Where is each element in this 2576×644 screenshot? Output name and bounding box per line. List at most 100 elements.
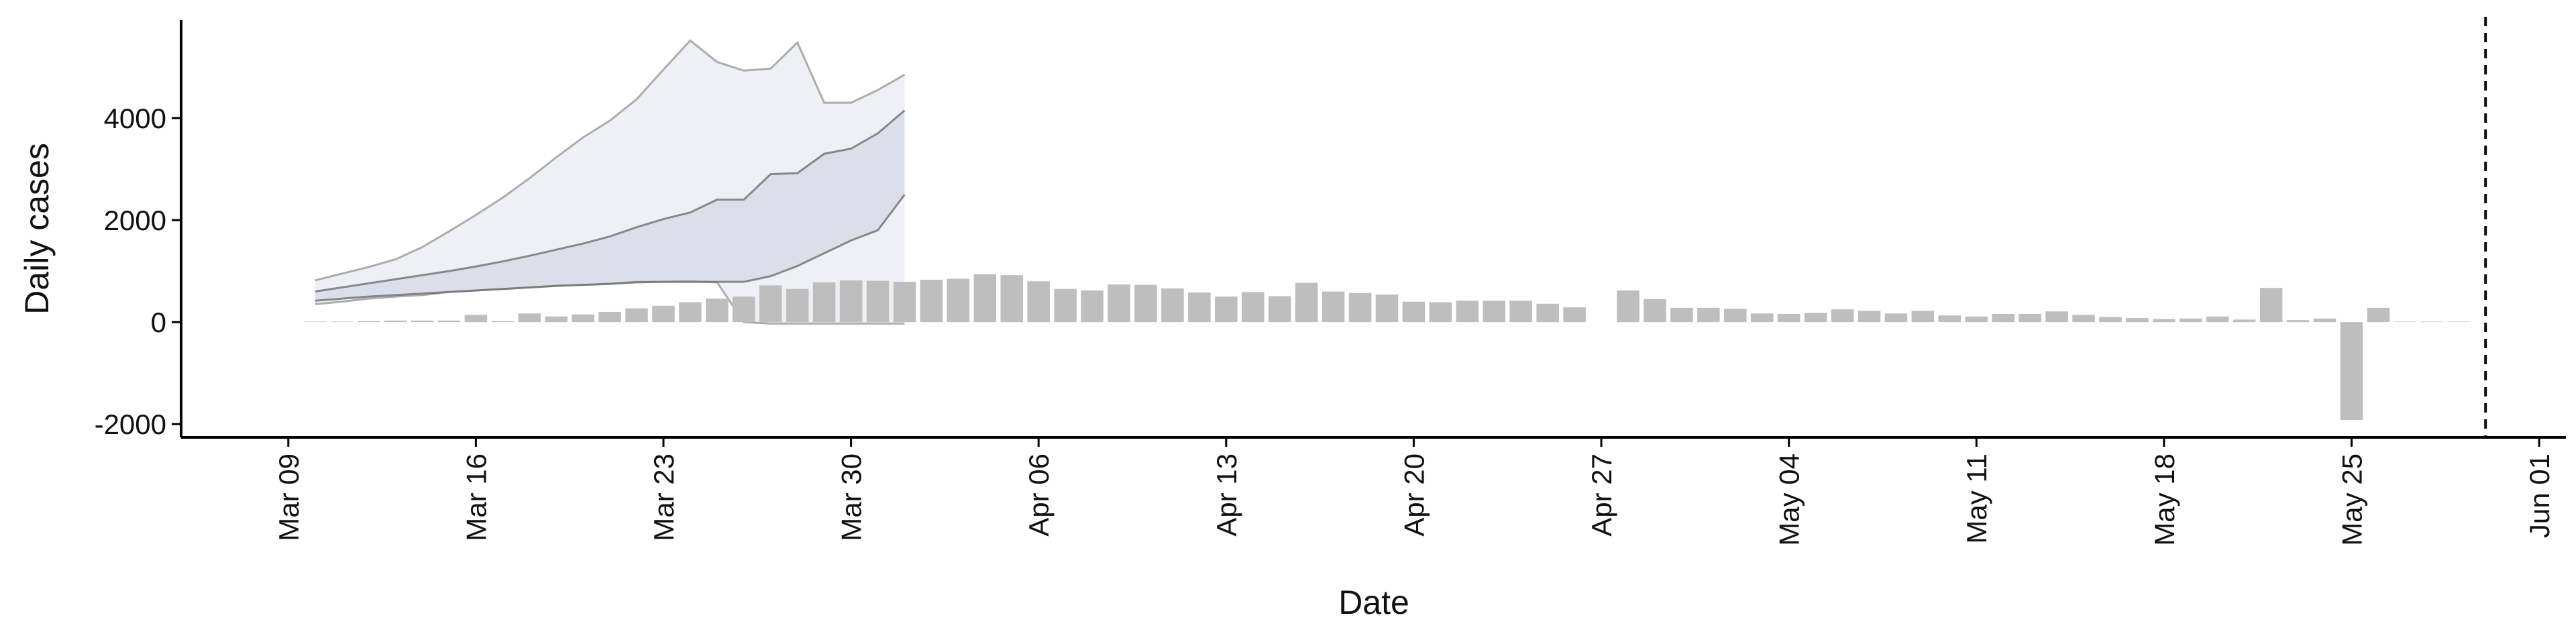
bar [920, 280, 943, 323]
bar [1134, 284, 1157, 323]
bar [1429, 302, 1452, 323]
x-tick-label: Jun 01 [2524, 453, 2555, 538]
bar [1777, 313, 1801, 323]
bar [2180, 318, 2202, 323]
bar [1054, 288, 1077, 323]
bar [1723, 309, 1747, 323]
bar [1081, 290, 1104, 323]
bar [2259, 288, 2283, 323]
x-tick-label: May 18 [2149, 453, 2180, 546]
bar [545, 316, 568, 323]
bar [1670, 307, 1693, 323]
bar [2153, 319, 2176, 323]
bar [947, 278, 970, 323]
bar [2420, 321, 2444, 323]
bar [1509, 301, 1532, 323]
bar [1348, 292, 1372, 323]
x-tick-label: Mar 30 [836, 453, 867, 541]
x-tick-label: May 04 [1774, 453, 1805, 546]
bar [1456, 301, 1479, 323]
bar [812, 282, 836, 323]
bar [1992, 313, 2015, 323]
bar [706, 299, 729, 323]
bar [866, 280, 890, 323]
bar [1215, 297, 1238, 323]
bar [1295, 282, 1318, 323]
bar [2447, 321, 2471, 323]
y-tick-label: 4000 [104, 103, 166, 134]
forecast-band [315, 110, 905, 301]
bar [464, 315, 488, 323]
bar [437, 320, 461, 323]
bar [572, 314, 594, 323]
bar [1644, 299, 1666, 323]
bar [1000, 275, 1024, 323]
bar [973, 274, 997, 323]
x-tick-label: May 11 [1961, 453, 1992, 544]
bar [839, 280, 863, 323]
bar [1617, 290, 1640, 323]
bar [303, 321, 327, 323]
y-tick-label: 0 [151, 307, 166, 338]
bar [384, 320, 407, 323]
x-tick-label: Apr 20 [1398, 453, 1430, 537]
bar [2286, 320, 2310, 323]
bar [2367, 307, 2390, 323]
bar [2233, 319, 2256, 323]
bar [598, 311, 621, 323]
bar [1965, 316, 1988, 323]
bar [2394, 321, 2417, 323]
bar [1938, 315, 1962, 323]
bar [1161, 288, 1184, 323]
bar [1697, 307, 1720, 323]
x-tick-label: Apr 13 [1211, 453, 1242, 537]
bar [652, 305, 675, 323]
bar [357, 321, 380, 323]
bar [1241, 292, 1265, 323]
bar [2313, 318, 2337, 323]
x-tick-label: May 25 [2336, 453, 2367, 546]
bar [1858, 311, 1881, 323]
x-tick-label: Mar 16 [460, 453, 492, 541]
band-upper-line [315, 109, 906, 293]
y-tick-label: 2000 [104, 205, 166, 236]
bar [1027, 281, 1050, 323]
y-tick-label: -2000 [95, 409, 166, 440]
x-tick-label: Mar 09 [273, 453, 305, 541]
bar [2206, 316, 2229, 323]
bar [1536, 303, 1559, 323]
bar [2340, 322, 2363, 421]
band-upper-line [315, 39, 906, 282]
bar [1804, 313, 1827, 323]
bar [1322, 291, 1345, 323]
x-tick-label: Mar 23 [648, 453, 680, 541]
bar [1483, 301, 1506, 323]
bar [679, 302, 702, 323]
bar [893, 282, 916, 323]
bar [330, 321, 354, 323]
bar [1831, 309, 1854, 323]
y-axis-title: Daily cases [18, 143, 56, 315]
bar [786, 288, 809, 323]
x-axis-title: Date [1338, 584, 1409, 621]
bar [1750, 313, 1774, 323]
bar [2072, 315, 2095, 323]
bar [759, 285, 782, 323]
bar [1375, 294, 1399, 323]
bar [1563, 307, 1586, 323]
bar [411, 320, 434, 323]
bar [733, 297, 755, 323]
bar [1268, 296, 1291, 323]
bar [2126, 318, 2149, 323]
bar [625, 308, 648, 323]
x-tick-label: Apr 27 [1586, 453, 1617, 537]
bar [1402, 301, 1426, 323]
bar [1188, 292, 1211, 323]
bar [491, 321, 515, 323]
bar [2019, 313, 2041, 323]
x-tick-label: Apr 06 [1023, 453, 1055, 537]
bar [1911, 311, 1935, 323]
bar [1884, 313, 1908, 323]
bar [2099, 317, 2122, 323]
bar [518, 313, 541, 323]
